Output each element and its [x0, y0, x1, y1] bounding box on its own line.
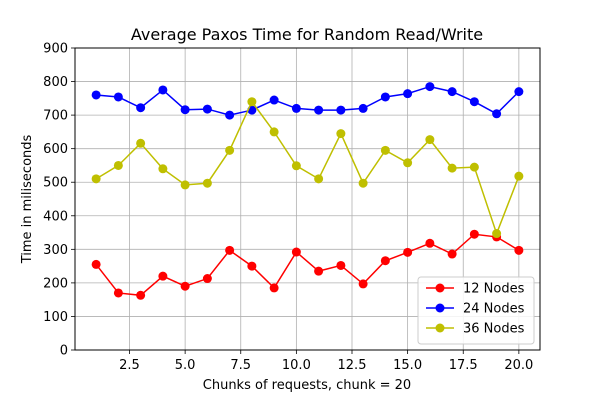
data-point	[247, 261, 257, 271]
y-tick-label: 600	[43, 142, 68, 157]
data-point	[447, 249, 457, 259]
legend-label: 36 Nodes	[463, 322, 525, 337]
data-point	[225, 110, 235, 120]
y-tick-label: 100	[43, 310, 68, 325]
data-point	[380, 145, 390, 155]
data-point	[314, 105, 324, 115]
series-2	[91, 82, 524, 120]
data-point	[447, 87, 457, 97]
y-tick-label: 300	[43, 243, 68, 258]
chart-title: Average Paxos Time for Random Read/Write	[131, 25, 483, 44]
y-tick-label: 500	[43, 176, 68, 191]
data-point	[202, 104, 212, 114]
x-tick-label: 15.0	[393, 358, 422, 373]
data-point	[180, 105, 190, 115]
data-point	[514, 171, 524, 181]
y-tick-label: 700	[43, 109, 68, 124]
y-tick-label: 900	[43, 42, 68, 57]
x-tick-label: 20.0	[504, 358, 533, 373]
series-1	[91, 229, 524, 300]
data-point	[403, 89, 413, 99]
data-point	[469, 229, 479, 239]
data-point	[403, 158, 413, 168]
legend-item: 36 Nodes	[426, 322, 525, 337]
data-point	[492, 109, 502, 119]
x-tick-label: 7.5	[230, 358, 251, 373]
data-point	[358, 178, 368, 188]
data-point	[113, 92, 123, 102]
data-point	[91, 259, 101, 269]
data-point	[380, 256, 390, 266]
data-point	[158, 164, 168, 174]
data-point	[469, 162, 479, 172]
data-point	[425, 82, 435, 92]
data-point	[447, 163, 457, 173]
y-axis-label: Time in miliseconds	[20, 134, 35, 264]
data-point	[225, 245, 235, 255]
series-layer	[91, 82, 524, 300]
x-axis-ticks: 2.5 5.0 7.5 10.0 12.5 15.0 17.5 20.0	[119, 350, 533, 373]
data-point	[180, 180, 190, 190]
data-point	[291, 247, 301, 257]
y-tick-label: 0	[60, 344, 68, 359]
series-3	[91, 97, 524, 239]
data-point	[425, 135, 435, 145]
data-point	[336, 129, 346, 139]
x-axis-label: Chunks of requests, chunk = 20	[203, 378, 411, 393]
data-point	[403, 247, 413, 257]
data-point	[291, 161, 301, 171]
data-point	[247, 97, 257, 107]
data-point	[358, 279, 368, 289]
data-point	[269, 283, 279, 293]
data-point	[113, 288, 123, 298]
data-point	[269, 95, 279, 105]
data-point	[514, 245, 524, 255]
legend: 12 Nodes 24 Nodes 36 Nodes	[417, 276, 535, 345]
legend-item: 24 Nodes	[426, 302, 525, 317]
data-point	[91, 174, 101, 184]
data-point	[469, 97, 479, 107]
data-point	[113, 160, 123, 170]
data-point	[202, 178, 212, 188]
y-tick-label: 200	[43, 276, 68, 291]
y-tick-label: 400	[43, 209, 68, 224]
data-point	[336, 105, 346, 115]
x-tick-label: 12.5	[338, 358, 367, 373]
data-point	[514, 87, 524, 97]
data-point	[492, 229, 502, 239]
data-point	[136, 290, 146, 300]
data-point	[136, 138, 146, 148]
data-point	[158, 85, 168, 95]
y-axis-ticks: 0 100 200 300 400 500 600 700 800 900	[43, 42, 75, 359]
data-point	[136, 103, 146, 113]
x-tick-label: 17.5	[449, 358, 478, 373]
y-tick-label: 800	[43, 75, 68, 90]
data-point	[291, 103, 301, 113]
series-line	[95, 100, 520, 236]
legend-label: 12 Nodes	[463, 282, 525, 297]
x-tick-label: 10.0	[282, 358, 311, 373]
data-point	[314, 266, 324, 276]
data-point	[180, 281, 190, 291]
data-point	[225, 145, 235, 155]
legend-marker	[435, 303, 445, 313]
data-point	[202, 274, 212, 284]
legend-marker	[435, 323, 445, 333]
x-tick-label: 5.0	[175, 358, 196, 373]
data-point	[425, 238, 435, 248]
legend-label: 24 Nodes	[463, 302, 525, 317]
data-point	[380, 92, 390, 102]
data-point	[336, 260, 346, 270]
plot-frame	[74, 47, 541, 351]
data-point	[91, 90, 101, 100]
data-point	[269, 127, 279, 137]
data-point	[358, 103, 368, 113]
x-tick-label: 2.5	[119, 358, 140, 373]
data-point	[158, 271, 168, 281]
data-point	[314, 174, 324, 184]
legend-item: 12 Nodes	[426, 282, 525, 297]
legend-marker	[435, 283, 445, 293]
